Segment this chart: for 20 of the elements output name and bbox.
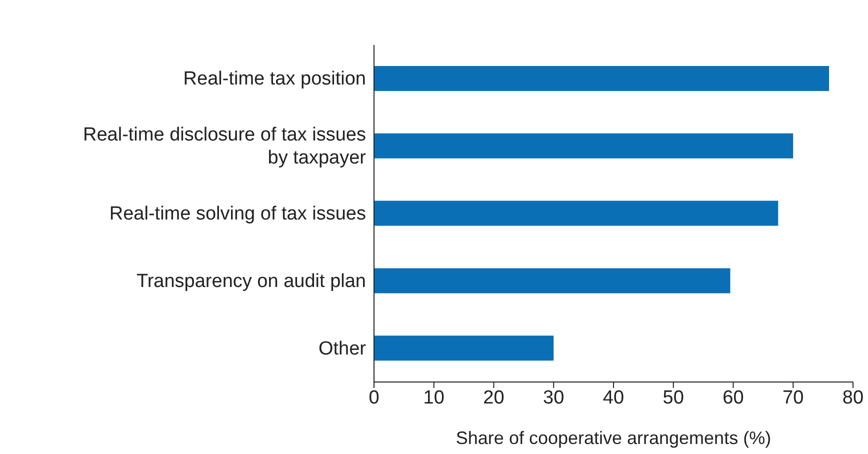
x-tick-label: 80 [842,387,864,408]
y-tick-label: Real-time solving of tax issues [109,203,366,224]
x-tick-label: 40 [602,387,624,408]
y-tick-label: Other [318,338,367,359]
x-tick-label: 70 [782,387,804,408]
x-tick-label: 60 [722,387,744,408]
x-tick-label: 20 [483,387,504,408]
x-axis-title: Share of cooperative arrangements (%) [456,428,772,448]
x-tick-label: 10 [423,387,444,408]
bar [374,200,778,226]
x-tick-label: 0 [368,387,380,408]
y-tick-label: Real-time disclosure of tax issues by taxpayer [83,124,367,168]
bar [374,133,794,158]
bar [374,66,830,91]
bar [374,336,554,361]
x-tick-label: 50 [662,387,684,408]
y-tick-label: Transparency on audit plan [136,270,366,292]
y-tick-label: Real-time tax position [183,68,366,90]
bar [374,268,730,294]
x-tick-label: 30 [543,387,564,408]
